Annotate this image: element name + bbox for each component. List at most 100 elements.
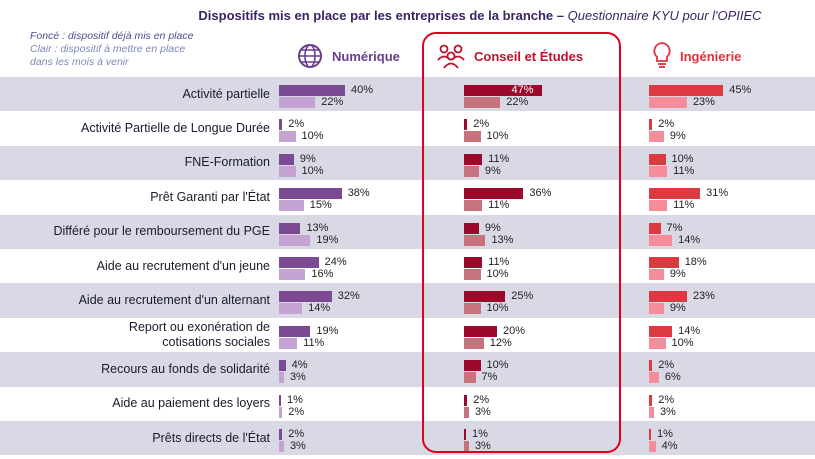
data-label: 11% (488, 256, 510, 268)
data-label: 3% (659, 405, 676, 418)
bar (279, 441, 284, 452)
chart-row: Activité Partielle de Longue Durée 2% 10% 2… (0, 111, 815, 146)
category-label: Activité partielle (182, 86, 270, 101)
data-label: 18% (684, 256, 707, 268)
data-label: 3% (289, 371, 306, 384)
data-label: 32% (337, 290, 360, 303)
data-label: 14% (678, 233, 701, 246)
data-label: 2% (473, 118, 490, 131)
chart-row: Recours au fonds de solidarité 4% 3% 10% 7% 2… (0, 352, 815, 387)
bar (279, 85, 345, 96)
bar (649, 97, 687, 108)
bar (649, 337, 666, 349)
data-label: 4% (291, 359, 308, 372)
bar (279, 372, 284, 384)
bar (279, 303, 303, 315)
data-label: 20% (503, 324, 526, 337)
data-label: 10% (301, 130, 324, 143)
data-label: 11% (673, 164, 695, 177)
category-label: Report ou exonération de cotisations soc… (128, 319, 270, 349)
data-label: 19% (316, 233, 339, 246)
data-label: 36% (529, 187, 552, 200)
data-label: 11% (488, 152, 510, 165)
bar (279, 394, 281, 406)
bar (464, 303, 481, 315)
bar (279, 360, 286, 372)
category-label: Prêts directs de l'État (152, 430, 270, 445)
data-label: 2% (658, 393, 675, 406)
chart-row: FNE-Formation 9% 10% 11% 9% 10% 11% (0, 145, 815, 181)
data-label: 24% (324, 256, 347, 268)
bar (649, 406, 654, 418)
legend-light-1: Clair : dispositif à mettre en place (30, 43, 186, 55)
chart-row: Report ou exonération de cotisations soc… (0, 317, 815, 353)
data-label: 9% (484, 164, 501, 177)
bar (464, 406, 469, 418)
data-label: 10% (486, 302, 509, 315)
data-label: 31% (706, 187, 729, 200)
bar (464, 131, 481, 143)
bar (649, 131, 664, 143)
bar (464, 119, 468, 131)
bar (464, 441, 469, 452)
bar (649, 372, 659, 384)
bar (464, 269, 481, 280)
data-label: 22% (321, 96, 344, 108)
bar (464, 85, 542, 96)
data-label: 3% (474, 405, 491, 418)
data-label: 10% (671, 152, 694, 165)
data-label: 2% (288, 118, 305, 131)
bar (279, 337, 298, 349)
bar (279, 188, 342, 200)
bar (649, 291, 687, 303)
data-label: 4% (661, 440, 678, 452)
bar (464, 291, 506, 303)
bar (649, 153, 666, 165)
data-label: 16% (311, 268, 334, 280)
chart-row: Différé pour le remboursement du PGE 13% 1… (0, 214, 815, 249)
data-label: 45% (729, 84, 752, 96)
bar (464, 429, 466, 440)
chart-row: Prêt Garanti par l'État 38% 15% 36% 11% 31% 11… (0, 180, 815, 215)
data-label: 14% (678, 324, 701, 337)
bar (464, 165, 479, 177)
data-label: 11% (303, 336, 325, 349)
data-label: 2% (658, 359, 675, 372)
data-label: 9% (484, 221, 501, 234)
data-label: 2% (658, 118, 675, 131)
data-label: 2% (288, 405, 305, 418)
data-label: 7% (666, 221, 683, 234)
bar (464, 188, 524, 200)
data-label: 23% (692, 290, 715, 303)
panel-label-ingenierie: Ingénierie (680, 48, 742, 64)
legend: Foncé : dispositif déjà mis en place Cla… (30, 30, 193, 69)
bar (279, 119, 283, 131)
data-label: 2% (473, 393, 490, 406)
data-label: 2% (288, 428, 305, 440)
bar (464, 360, 481, 372)
data-label: 19% (316, 324, 339, 337)
panel-label-numerique: Numérique (332, 48, 400, 64)
bar (279, 200, 304, 212)
legend-light-2: dans les mois à venir (30, 56, 129, 68)
data-label: 15% (309, 199, 332, 212)
data-label: 3% (289, 440, 306, 452)
panel-header-numerique: Numérique (296, 40, 400, 72)
data-label: 1% (287, 393, 303, 406)
category-label: Différé pour le remboursement du PGE (53, 224, 270, 239)
bar (649, 394, 653, 406)
legend-dark: Foncé : dispositif déjà mis en place (30, 30, 194, 42)
data-label: 13% (306, 221, 329, 234)
bar (464, 97, 501, 108)
bar (649, 165, 668, 177)
bar (649, 441, 656, 452)
bar (279, 325, 311, 337)
bar (464, 153, 483, 165)
panel-header-ingenierie: Ingénierie (652, 40, 741, 72)
lightbulb-icon (653, 42, 671, 68)
panel-header-conseil: Conseil et Études (436, 40, 583, 72)
chart-row: Activité partielle 40% 22% 47% 22% 45% 23% (0, 77, 815, 112)
data-label: 10% (671, 336, 694, 349)
bar (649, 222, 661, 234)
bar (279, 257, 319, 268)
